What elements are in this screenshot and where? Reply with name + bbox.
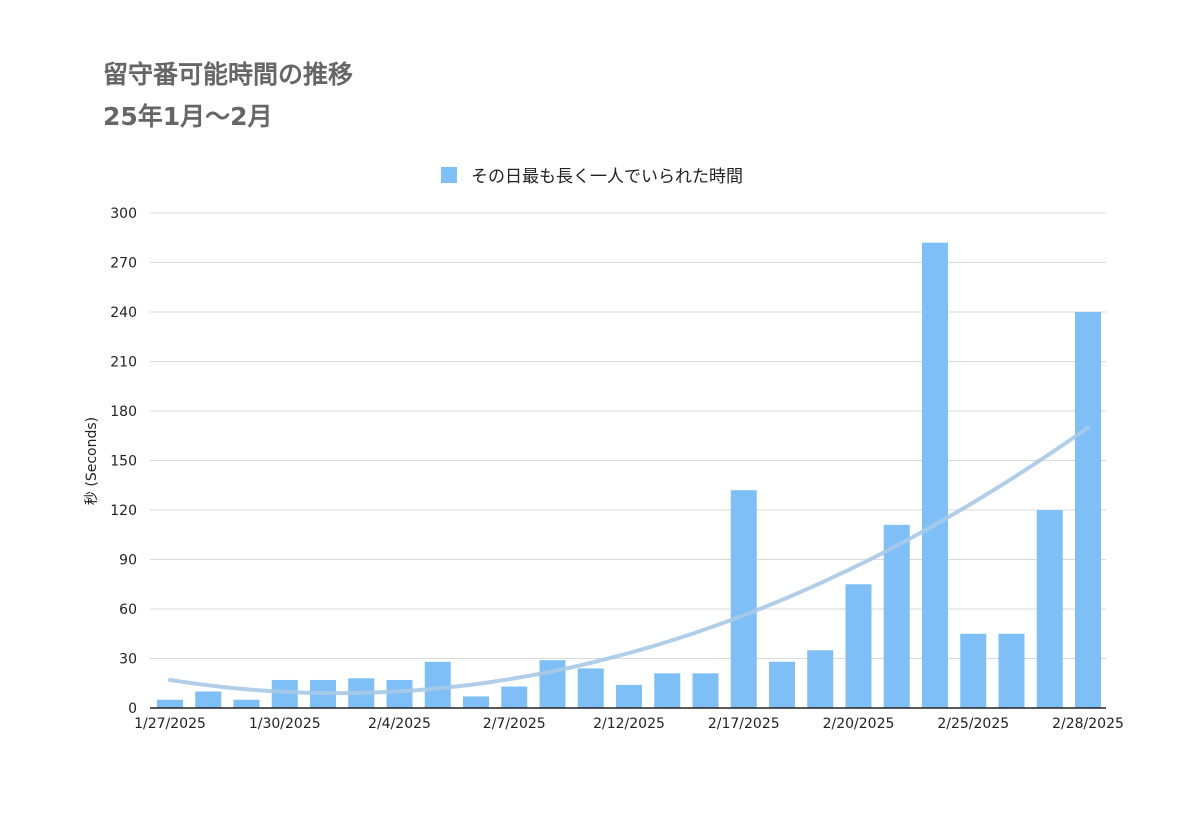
x-tick-label: 1/27/2025	[134, 716, 206, 732]
y-tick-label: 30	[119, 652, 137, 668]
bar	[883, 524, 910, 708]
legend-swatch	[441, 167, 457, 183]
y-tick-label: 300	[110, 206, 137, 222]
bar	[539, 660, 566, 708]
x-tick-label: 2/25/2025	[937, 716, 1009, 732]
bar	[195, 691, 222, 708]
y-axis-label: 秒 (Seconds)	[84, 417, 100, 505]
bar	[233, 699, 260, 708]
grid-lines	[150, 212, 1106, 659]
bar	[501, 686, 528, 708]
bar	[157, 699, 183, 708]
y-tick-label: 150	[110, 454, 137, 470]
y-tick-label: 270	[110, 256, 137, 272]
x-tick-label: 2/12/2025	[593, 716, 665, 732]
x-tick-label: 2/20/2025	[823, 716, 895, 732]
bar	[845, 584, 872, 708]
bar	[922, 242, 948, 708]
bar	[1036, 510, 1063, 708]
bar	[424, 661, 451, 708]
bar	[616, 684, 642, 708]
bar	[730, 490, 757, 708]
y-tick-label: 60	[119, 602, 137, 618]
x-tick-label: 2/4/2025	[368, 716, 431, 732]
bar	[577, 668, 604, 708]
y-tick-label: 210	[110, 355, 137, 371]
trend-line	[168, 425, 1090, 696]
y-tick-label: 90	[119, 553, 137, 569]
bar	[692, 673, 719, 708]
x-tick-label: 2/7/2025	[483, 716, 546, 732]
bar	[998, 633, 1025, 708]
y-tick-label: 120	[110, 503, 137, 519]
x-tick-label: 2/17/2025	[708, 716, 780, 732]
y-tick-label: 240	[110, 305, 137, 321]
bar	[1075, 312, 1101, 708]
bar	[769, 661, 795, 708]
x-tick-label: 1/30/2025	[249, 716, 321, 732]
chart-title-line2: 25年1月〜2月	[103, 102, 273, 131]
bar	[386, 679, 413, 708]
x-tick-label: 2/28/2025	[1052, 716, 1124, 732]
trend-line-group	[168, 425, 1090, 696]
y-tick-label: 180	[110, 404, 137, 420]
chart-title-line1: 留守番可能時間の推移	[103, 60, 354, 89]
bar	[807, 650, 834, 708]
bar	[654, 673, 681, 708]
legend: その日最も長く一人でいられた時間	[441, 167, 743, 187]
bar	[463, 696, 489, 708]
axes: 0 30 60 90 120 150 180 210 240 270 300 1/27/2025 1/3…	[110, 206, 1124, 732]
bar	[960, 633, 987, 708]
y-tick-label: 0	[128, 701, 137, 717]
legend-label: その日最も長く一人でいられた時間	[471, 167, 743, 187]
